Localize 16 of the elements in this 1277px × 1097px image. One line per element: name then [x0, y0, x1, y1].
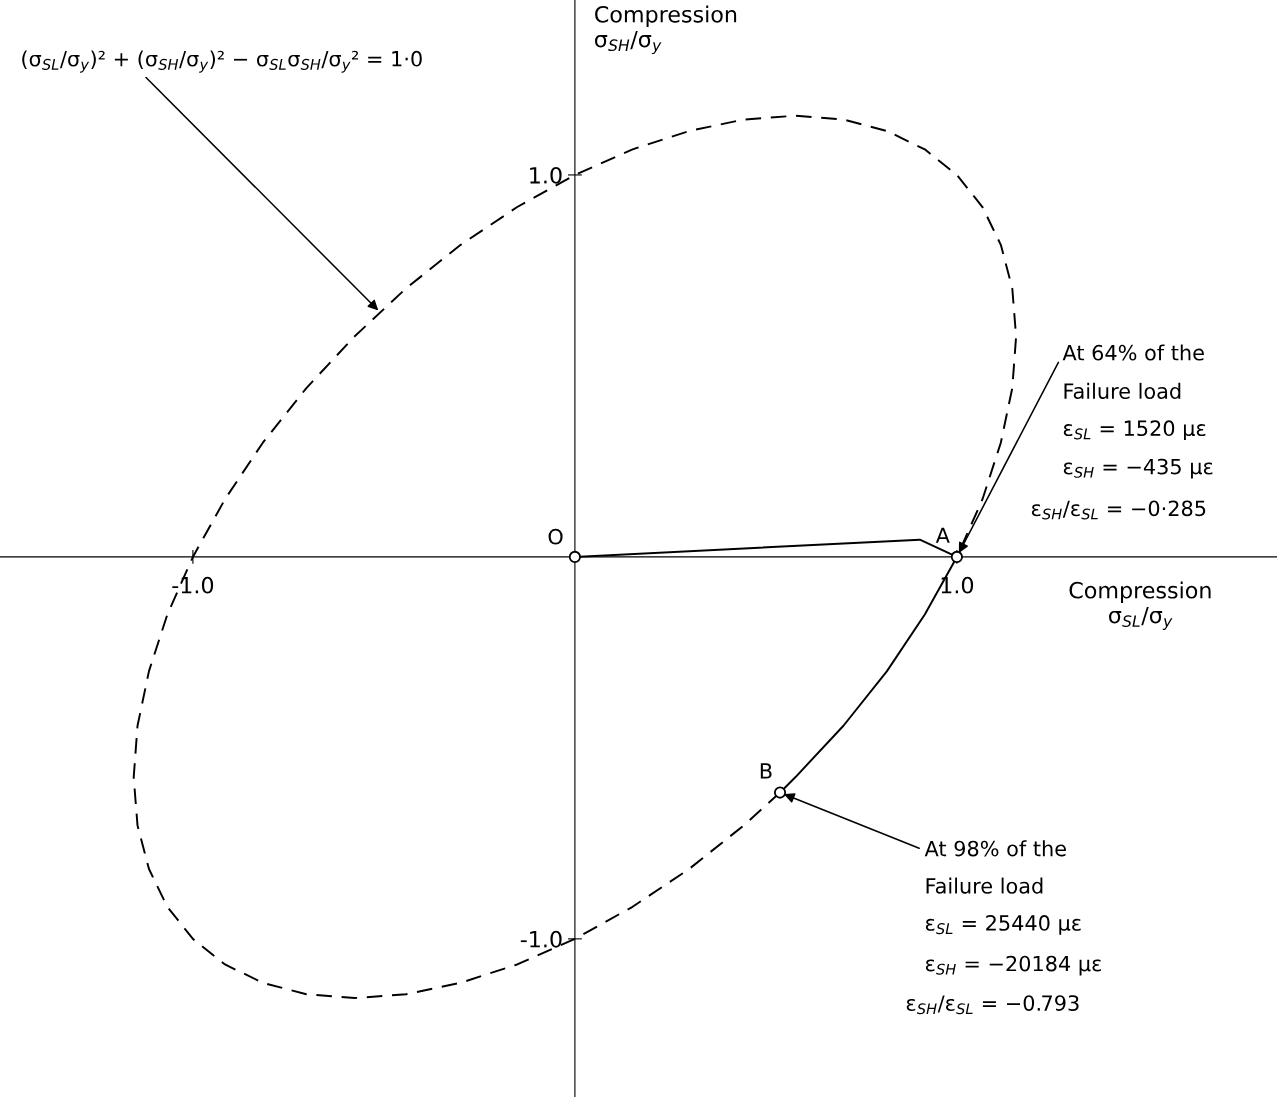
annotation: ε$_{SL}$ = 25440 με [925, 915, 1081, 935]
annotation: ε$_{SH}$/ε$_{SL}$ = −0.793 [906, 995, 1079, 1015]
annotation: Failure load [926, 877, 1043, 894]
annotation: At 98% of the [924, 840, 1066, 857]
annotation: A [935, 527, 950, 543]
annotation: ε$_{SH}$ = −435 με [1063, 458, 1213, 479]
x-axis-title: Compression σ$_{SL}$/σ$_{y}$ [1069, 581, 1211, 631]
text: (σ$_{SL}$/σ$_{y}$)² + (σ$_{SH}$/σ$_{y}$)² − σ$_{SL}$σ$_{SH}$/σ$_{y}$² = 1·0 [22, 50, 422, 73]
annotation: B [760, 763, 772, 779]
annotation: Failure load [1064, 382, 1181, 399]
annotation: At 64% of the [1062, 344, 1204, 361]
annotation: ε$_{SH}$ = −20184 με [925, 955, 1101, 976]
annotation: ε$_{SH}$/ε$_{SL}$ = −0·285 [1031, 500, 1206, 520]
y-axis-title: Compression σ$_{SH}$/σ$_{y}$ [595, 5, 737, 55]
annotation: O [548, 528, 563, 545]
annotation: ε$_{SL}$ = 1520 με [1063, 420, 1206, 441]
